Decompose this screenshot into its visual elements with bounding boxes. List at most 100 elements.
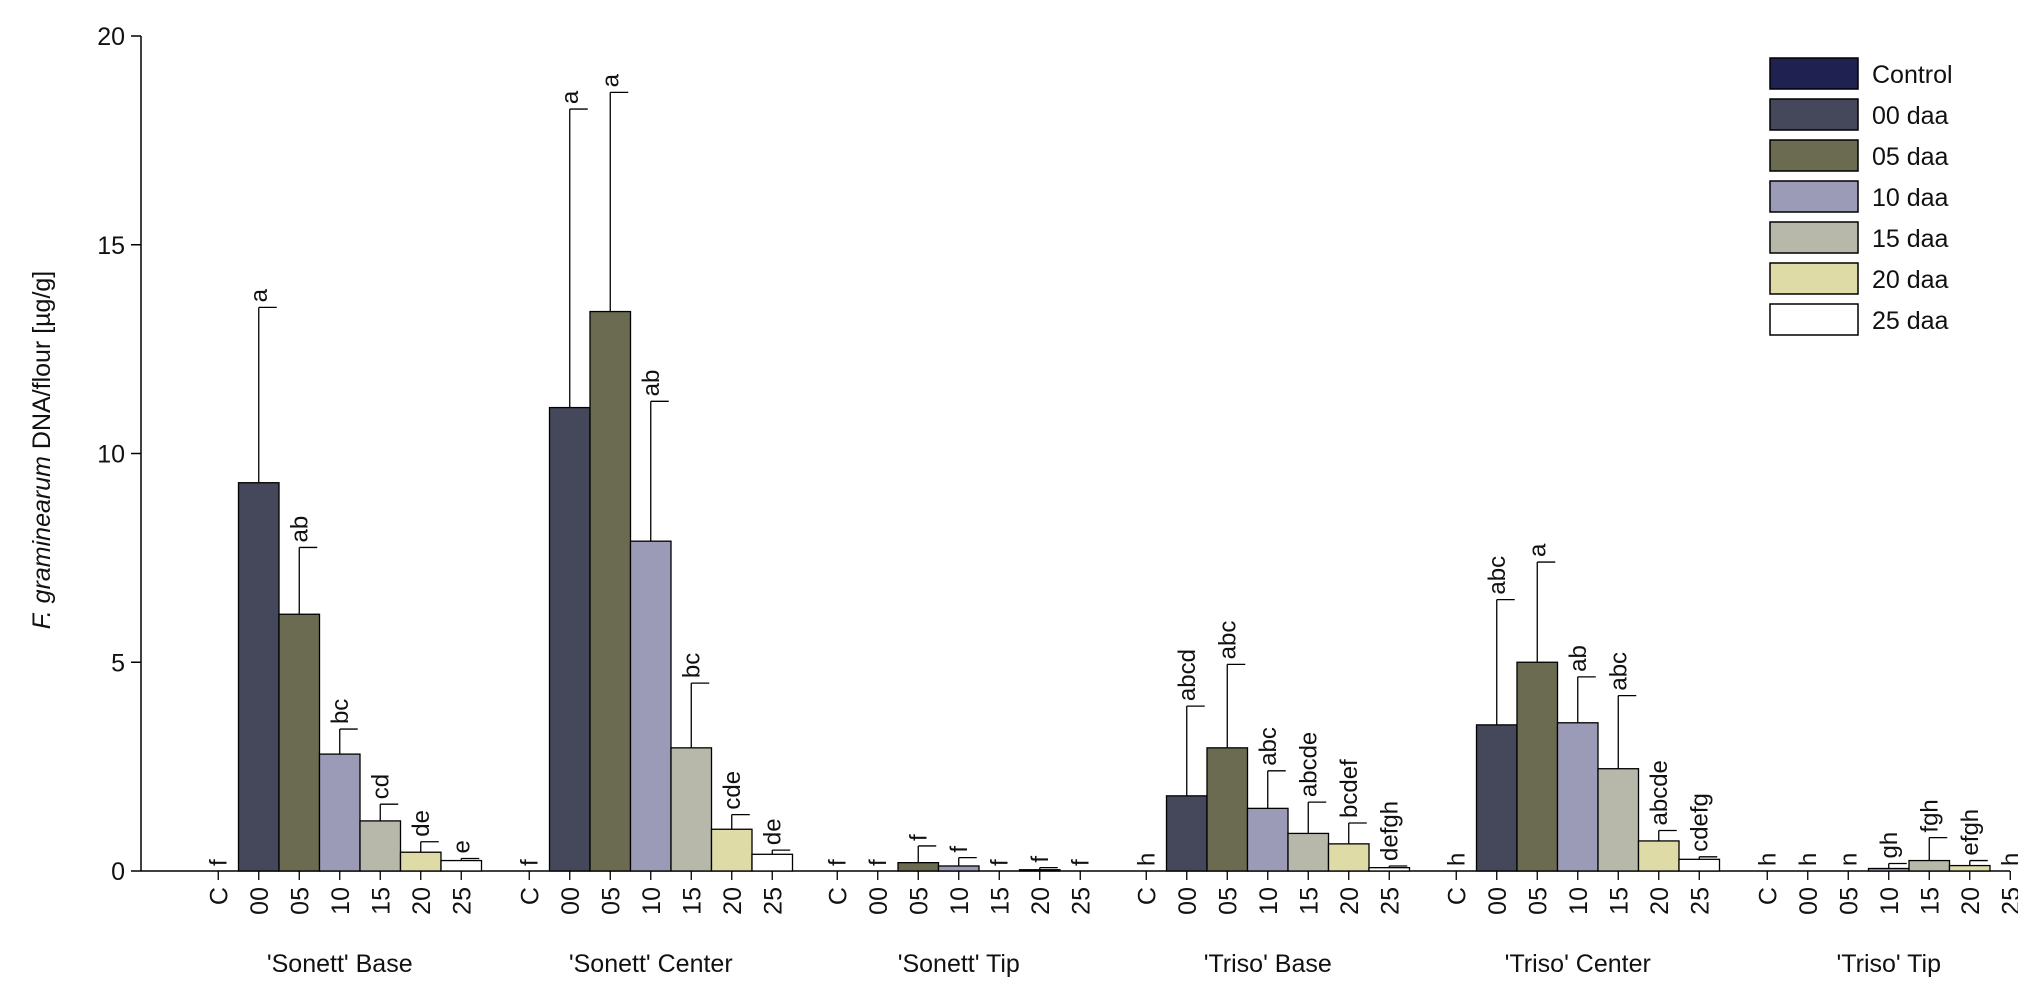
- x-tick-label: 05: [1835, 887, 1863, 915]
- group-label: 'Triso' Center: [1505, 950, 1651, 978]
- bar: [751, 853, 794, 872]
- y-tick-label: 20: [97, 23, 125, 51]
- bar: [629, 540, 672, 872]
- significance-letter: e: [448, 840, 475, 853]
- x-tick-label: 10: [1876, 887, 1904, 915]
- legend-label: 10 daa: [1872, 184, 1949, 212]
- bar: [278, 613, 321, 872]
- x-tick-label: 05: [905, 887, 933, 915]
- significance-letter: gh: [1876, 832, 1903, 859]
- x-tick-label: C: [1133, 887, 1161, 905]
- x-tick-label: 25: [1067, 887, 1095, 915]
- significance-letter: h: [1997, 853, 2018, 866]
- bar: [1516, 661, 1559, 872]
- bar: [1327, 843, 1370, 872]
- group-label: 'Triso' Tip: [1837, 950, 1941, 978]
- x-tick-label: 00: [246, 887, 274, 915]
- x-tick-label: C: [205, 887, 233, 905]
- x-tick-label: 20: [719, 887, 747, 915]
- legend-swatch: [1769, 180, 1859, 213]
- x-tick-label: 15: [1295, 887, 1323, 915]
- axes: F. graminearum DNA/flour [µg/g] 05 10 15 20…: [28, 23, 2018, 978]
- significance-letter: f: [824, 859, 851, 866]
- legend-swatch: [1769, 98, 1859, 131]
- x-tick-label: 10: [1255, 887, 1283, 915]
- x-tick-label: 10: [1565, 887, 1593, 915]
- x-tick-label: 10: [946, 887, 974, 915]
- x-tick-label: 15: [678, 887, 706, 915]
- x-tick-label: 20: [1336, 887, 1364, 915]
- significance-letter: n: [1835, 853, 1862, 866]
- significance-letter: f: [986, 859, 1013, 866]
- x-tick-label: 05: [286, 887, 314, 915]
- x-tick-label: 25: [448, 887, 476, 915]
- x-tick-label: C: [1754, 887, 1782, 905]
- significance-letter: bc: [678, 653, 705, 678]
- x-tick-label: C: [824, 887, 852, 905]
- group-label: 'Triso' Base: [1204, 950, 1332, 978]
- x-tick-label: 00: [1795, 887, 1823, 915]
- significance-letter: a: [557, 90, 584, 104]
- x-tick-label: 00: [557, 887, 585, 915]
- x-tick-label: 25: [1686, 887, 1714, 915]
- x-tick-label: C: [516, 887, 544, 905]
- x-tick-label: 20: [1646, 887, 1674, 915]
- significance-letter: cd: [367, 774, 394, 799]
- significance-letter: de: [759, 818, 786, 845]
- x-tick-label: 10: [327, 887, 355, 915]
- legend-label: 25 daa: [1872, 307, 1949, 335]
- bar: [1867, 867, 1910, 872]
- y-tick-label: 15: [97, 232, 125, 260]
- bar: [897, 862, 940, 872]
- bar: [1206, 747, 1249, 872]
- legend-label: 15 daa: [1872, 225, 1949, 253]
- significance-letter: abcde: [1295, 732, 1322, 797]
- y-tick-label: 0: [111, 858, 125, 886]
- significance-letter: efgh: [1957, 809, 1984, 856]
- bar: [937, 865, 980, 872]
- group-label: 'Sonett' Tip: [898, 950, 1020, 978]
- significance-letter: abc: [1214, 621, 1241, 660]
- bar: [237, 482, 280, 872]
- bar: [589, 310, 632, 872]
- significance-letter: f: [905, 834, 932, 841]
- bar: [399, 851, 442, 872]
- bar: [1556, 722, 1599, 872]
- significance-letter: abcde: [1646, 760, 1673, 825]
- significance-letter: cdefg: [1686, 793, 1713, 852]
- significance-letter: f: [865, 859, 892, 866]
- y-axis-label-rest: DNA/flour [µg/g]: [28, 271, 56, 456]
- x-tick-label: 20: [408, 887, 436, 915]
- significance-letter: ab: [286, 516, 313, 543]
- bar: [548, 406, 591, 872]
- bar: [1368, 867, 1411, 872]
- significance-letter: f: [205, 859, 232, 866]
- significance-letter: h: [1133, 853, 1160, 866]
- y-axis-label-italic: F. graminearum: [28, 456, 56, 629]
- x-tick-label: C: [1443, 887, 1471, 905]
- bar: [1637, 840, 1680, 872]
- x-tick-label: 05: [1214, 887, 1242, 915]
- significance-letter: fgh: [1916, 799, 1943, 832]
- bar: [1475, 724, 1518, 872]
- legend: Control 00 daa 05 daa 10 daa 15 daa 20 daa 25 …: [1769, 57, 1953, 336]
- bar: [1597, 768, 1640, 872]
- significance-letter: f: [516, 859, 543, 866]
- significance-letter: h: [1443, 853, 1470, 866]
- x-tick-label: 20: [1027, 887, 1055, 915]
- significance-letter: abc: [1255, 727, 1282, 766]
- significance-letter: a: [1524, 543, 1551, 557]
- legend-swatch: [1769, 262, 1859, 295]
- significance-letter: f: [946, 846, 973, 853]
- significance-letter: bc: [327, 699, 354, 724]
- bar: [440, 859, 483, 872]
- legend-label: 20 daa: [1872, 266, 1949, 294]
- bar: [1287, 832, 1330, 872]
- bar: [1678, 858, 1721, 872]
- group-label: 'Sonett' Base: [267, 950, 413, 978]
- bar: [359, 820, 402, 872]
- significance-letter: h: [1795, 853, 1822, 866]
